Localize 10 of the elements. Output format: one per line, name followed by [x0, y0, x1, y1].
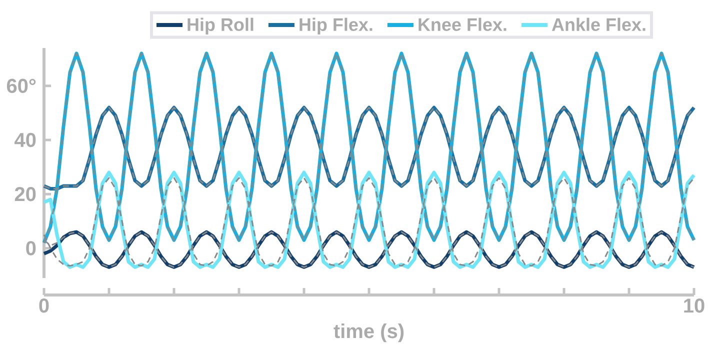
legend-label: Hip Roll	[188, 18, 254, 35]
y-tick-label: 60°	[6, 78, 36, 93]
y-tick-label: 0	[26, 241, 36, 256]
legend-label: Hip Flex.	[300, 18, 372, 35]
x-tick-label: 10	[684, 298, 704, 313]
x-axis-title: time (s)	[334, 324, 404, 342]
legend-label: Knee Flex.	[418, 18, 506, 31]
legend-label: Ankle Flex.	[552, 18, 646, 31]
y-tick-label: 40	[14, 132, 36, 148]
y-tick-label: 20	[14, 187, 36, 202]
